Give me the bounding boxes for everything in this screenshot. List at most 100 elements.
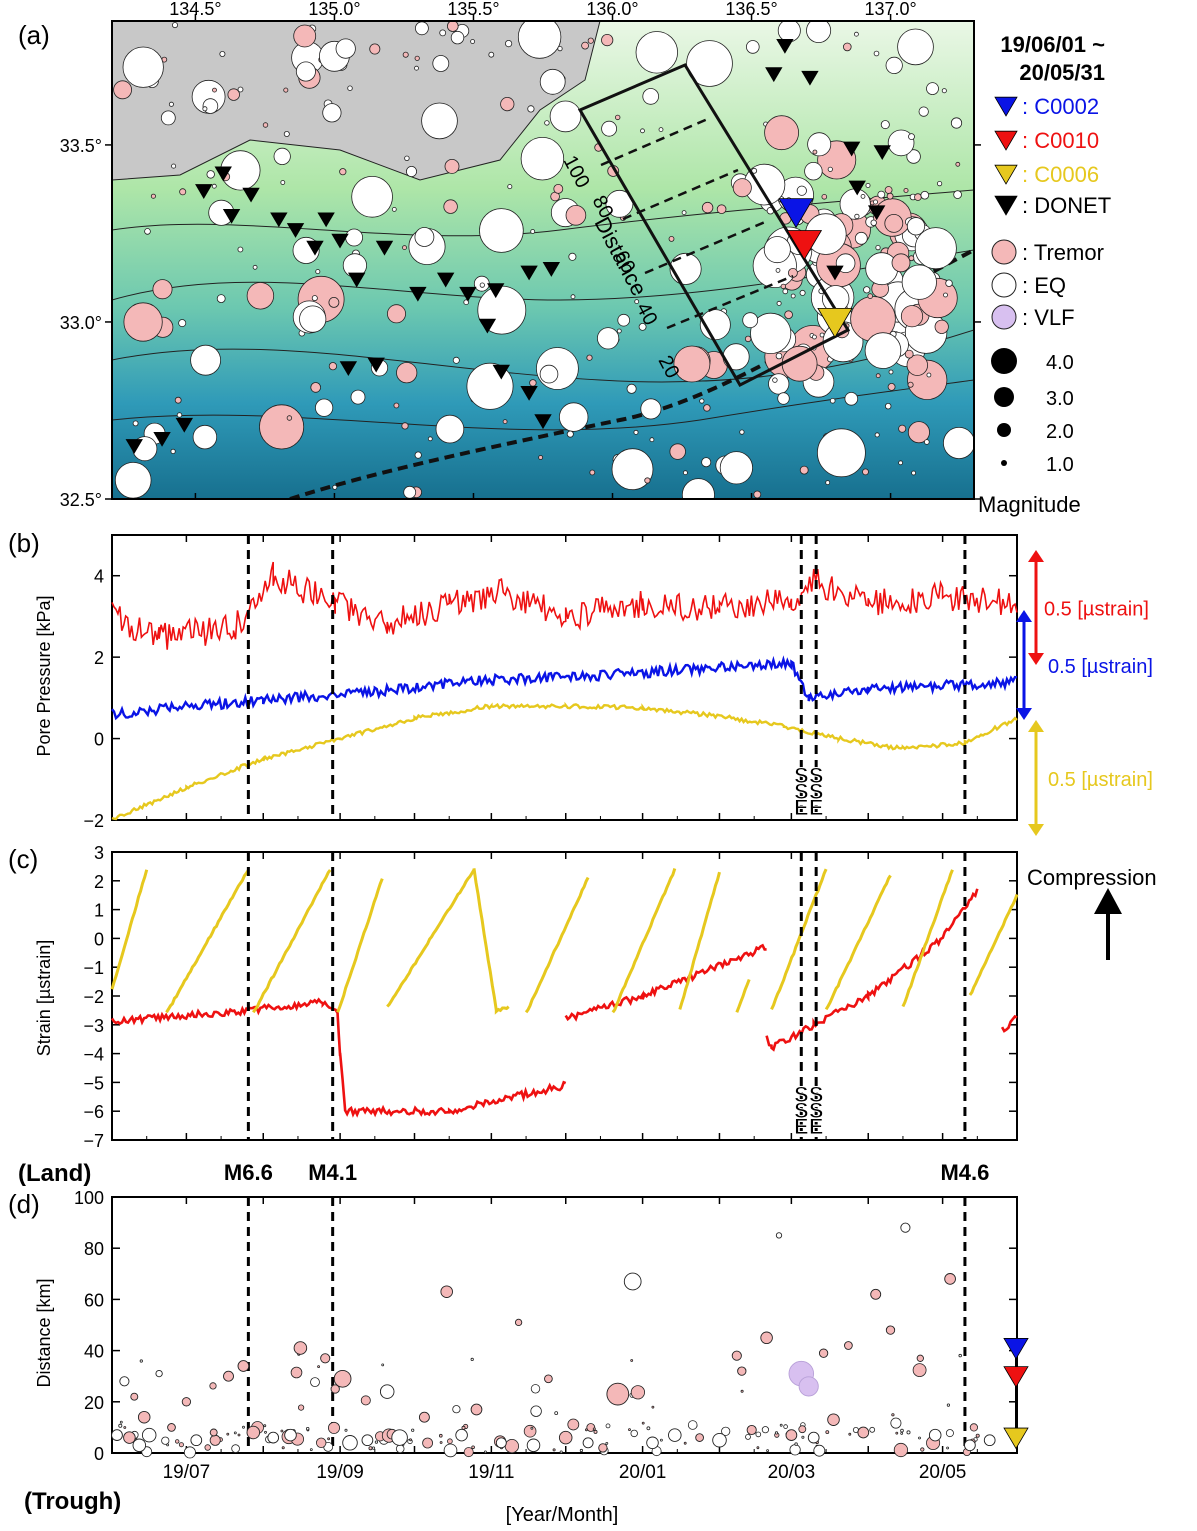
event-eq	[132, 1438, 147, 1453]
event-tremor	[891, 1413, 895, 1417]
sse-label: S	[809, 1082, 824, 1107]
event-eq	[155, 1369, 163, 1378]
legend-label: : Tremor	[1022, 240, 1104, 265]
event-tremor	[916, 1354, 924, 1362]
event-tremor	[167, 1423, 176, 1432]
map-eq	[943, 292, 948, 298]
map-eq	[345, 228, 364, 247]
event-tremor	[123, 1431, 136, 1444]
series-c0010	[1000, 1014, 1018, 1033]
legend-label: : VLF	[1022, 305, 1075, 330]
series-c0006	[901, 869, 954, 1008]
series-c0006	[735, 978, 751, 1013]
event-eq	[267, 1431, 280, 1444]
event-eq	[668, 1428, 682, 1442]
event-tremor	[422, 1437, 434, 1449]
map-eq	[404, 155, 410, 161]
event-eq	[190, 1434, 203, 1447]
map-xtick-label: 135.0°	[308, 0, 360, 19]
ytick-label: 4	[94, 567, 104, 587]
map-eq	[768, 373, 790, 395]
scale-bar-label: 0.5 [µstrain]	[1048, 656, 1153, 678]
map-eq	[918, 106, 929, 117]
map-legend: 19/06/01 ~ 20/05/31 : C0002: C0010: C000…	[978, 32, 1111, 517]
event-eq	[579, 1448, 584, 1453]
map-eq	[772, 377, 778, 383]
map-tremor	[781, 345, 818, 382]
map-eq	[566, 430, 574, 438]
event-eq	[443, 1443, 458, 1458]
map-eq	[507, 184, 513, 190]
series-c0006	[770, 868, 828, 1011]
event-tremor	[237, 1360, 250, 1372]
series-c0006	[678, 871, 721, 1010]
station-c0002	[778, 198, 814, 229]
series-c0006	[386, 868, 476, 1008]
event-tremor	[418, 1411, 430, 1423]
map-eq	[114, 461, 152, 499]
donet-station	[492, 364, 510, 380]
distance-box-divider	[600, 116, 711, 167]
map-tremor	[581, 41, 589, 50]
map-eq	[817, 428, 866, 478]
series-c0006	[824, 874, 892, 1011]
map-eq	[739, 429, 745, 435]
map-tremor	[898, 424, 907, 433]
map-tremor	[444, 158, 460, 174]
map-eq	[950, 117, 963, 129]
panel-b-label: (b)	[8, 528, 40, 558]
map-tremor	[283, 87, 289, 93]
sse-label: S	[794, 1082, 809, 1107]
map-eq	[873, 199, 879, 205]
donet-station	[222, 208, 241, 224]
map-eq	[347, 85, 353, 91]
event-eq	[470, 1357, 474, 1362]
map-eq	[642, 88, 659, 105]
map-eq	[435, 414, 465, 444]
map-tremor	[867, 293, 873, 299]
ytick-label: 0	[94, 730, 104, 750]
event-tremor	[630, 1385, 646, 1400]
map-tremor	[339, 168, 347, 176]
panel-c-ylabel: Strain [µstrain]	[34, 940, 54, 1056]
event-tremor	[844, 1341, 853, 1350]
map-eq	[617, 313, 630, 327]
map-eq	[202, 98, 219, 114]
map-tremor	[862, 468, 869, 476]
map-tremor	[903, 187, 909, 193]
map-eq	[539, 68, 566, 95]
event-tremor	[204, 1444, 211, 1451]
legend-label: : C0002	[1022, 94, 1099, 119]
event-tremor	[920, 1447, 925, 1452]
legend-circle	[991, 272, 1017, 298]
map-tremor	[293, 24, 317, 48]
event-eq	[900, 1432, 904, 1435]
event-eq	[306, 1426, 310, 1431]
event-eq	[263, 1424, 267, 1428]
event-eq	[395, 1444, 405, 1454]
map-tremor	[369, 43, 381, 55]
donet-station	[873, 145, 891, 160]
series-c0010	[110, 997, 567, 1118]
event-vlf	[798, 1376, 819, 1397]
map-eq	[616, 328, 622, 334]
donet-station	[801, 70, 819, 86]
map-eq	[875, 245, 881, 251]
map-eq	[463, 299, 470, 306]
event-tremor	[585, 1428, 588, 1432]
event-eq	[660, 1438, 663, 1442]
panel-d-xlabel: [Year/Month]	[506, 1504, 619, 1526]
donet-station	[286, 223, 305, 238]
event-eq	[530, 1426, 534, 1430]
map-eq	[807, 132, 832, 157]
panel-c-strain: (c) Strain [µstrain] −7 −6 −5 −4 −3 −2 −1 0 1 2 3 E…	[8, 843, 1157, 1151]
map-eq	[719, 451, 754, 485]
scale-bar-label: 0.5 [µstrain]	[1048, 769, 1153, 791]
period-start: 19/06/01 ~	[1000, 32, 1105, 57]
event-eq	[766, 1449, 769, 1452]
series-c0006	[165, 869, 250, 1014]
ytick-label: −3	[83, 1016, 104, 1036]
donet-station	[175, 417, 193, 433]
map-eq	[854, 31, 859, 37]
xtick-label: 19/11	[468, 1462, 514, 1483]
